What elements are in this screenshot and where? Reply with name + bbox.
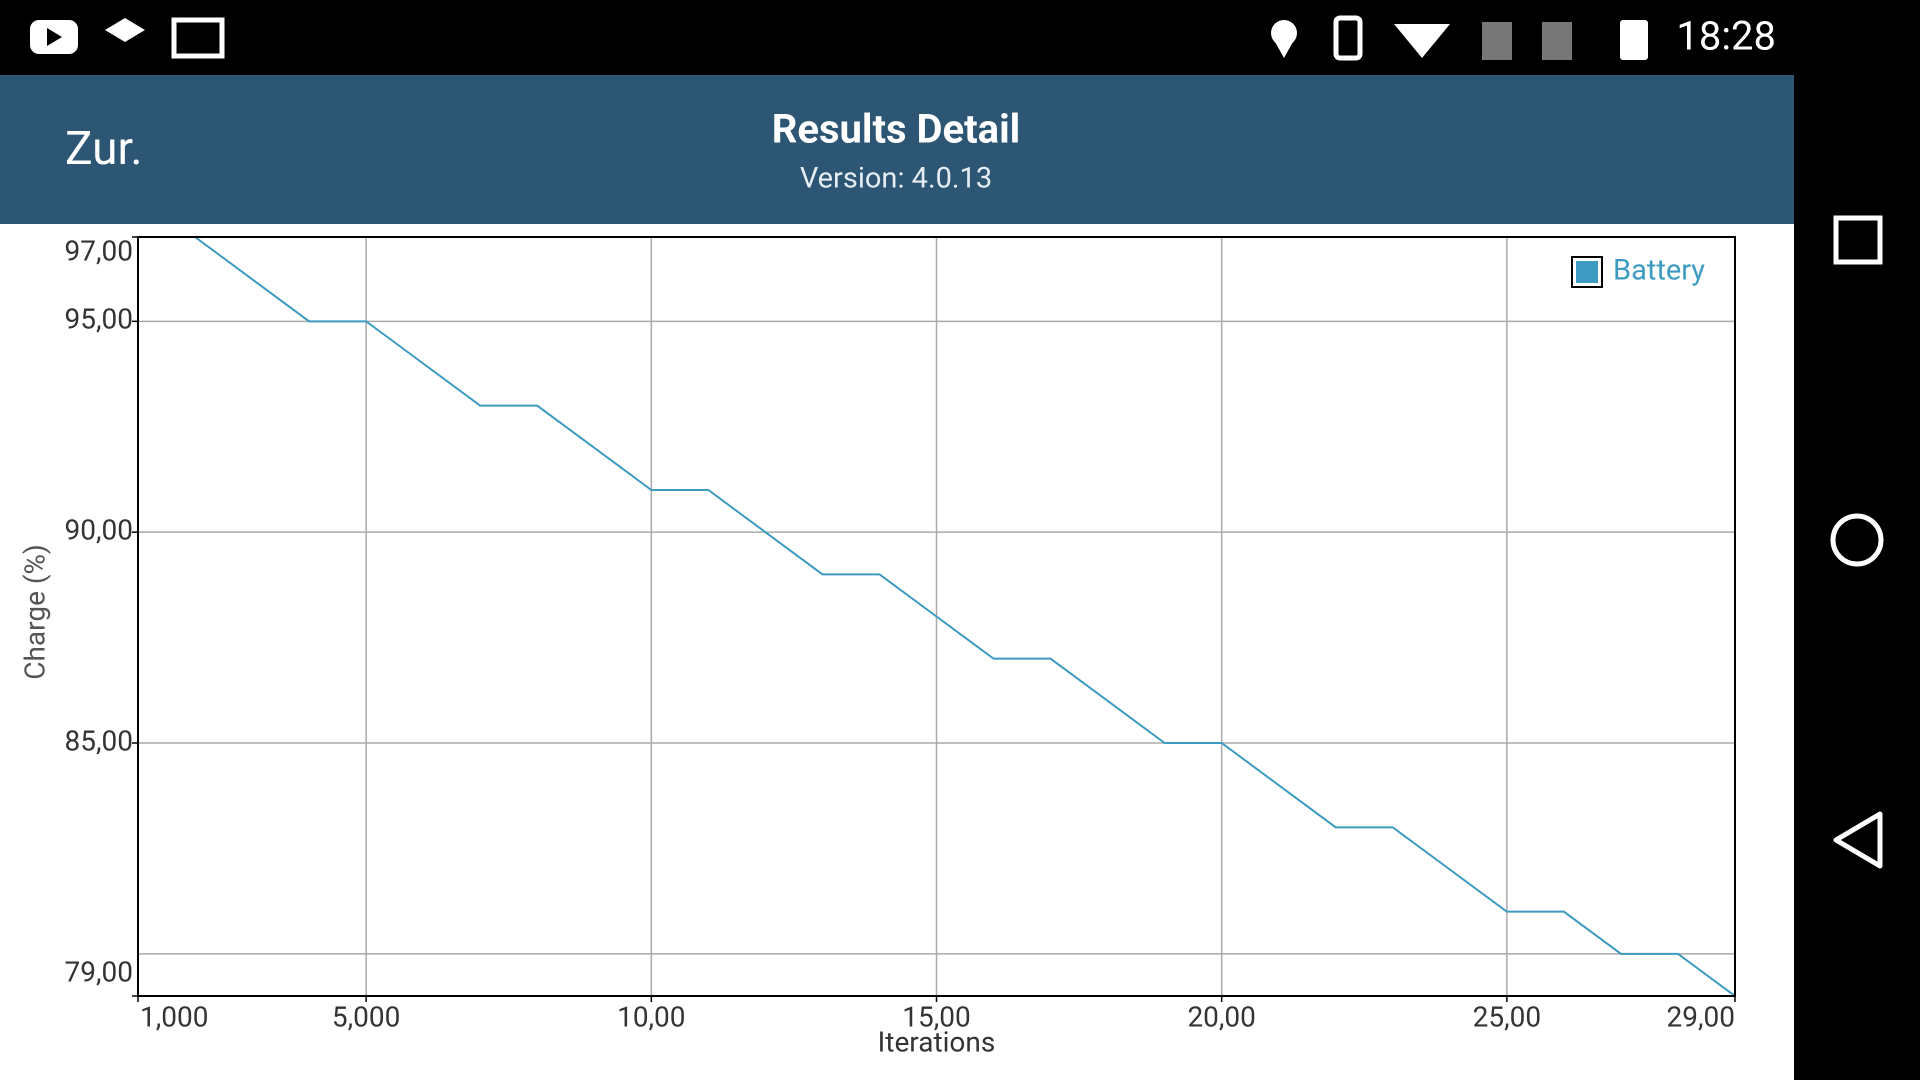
x-tick-label: 25,00 [1473,1000,1541,1033]
x-tick-label: 15,00 [902,1000,970,1033]
nav-bar [1794,0,1920,1080]
legend-label: Battery [1613,254,1705,288]
status-icons [30,15,1648,61]
y-tick-label: 85,00 [65,724,133,757]
dropbox-icon [105,18,145,42]
battery-icon [1620,20,1648,60]
legend-swatch-fill [1576,261,1598,283]
vibrate-icon [1333,15,1363,61]
chart: 97,00 95,00 90,00 85,00 79,001,000 5,000 10,00… [18,234,1736,1058]
y-tick-label: 79,00 [65,955,133,988]
x-tick-label: 29,00 [1667,1000,1735,1033]
gmail-icon [171,17,225,59]
x-axis-label: Iterations [878,1025,996,1058]
y-axis-label: Charge (%) [18,544,51,679]
plot-area [138,237,1735,996]
header-title: Results Detail [772,106,1021,153]
clock: 18:28 [1676,13,1776,60]
status-bar [0,0,1920,75]
back-button[interactable]: Zur. [65,122,142,176]
location-icon [1271,20,1297,46]
x-tick-label: 10,00 [617,1000,685,1033]
y-tick-label: 97,00 [65,234,133,267]
x-tick-label: 20,00 [1187,1000,1255,1033]
recents-button[interactable] [1833,215,1883,265]
plot-border [137,236,1736,997]
header-subtitle: Version: 4.0.13 [800,162,992,196]
wifi-icon [1394,24,1450,58]
sim-icon [1542,22,1572,60]
sim-icon [1482,22,1512,60]
app-header [0,75,1794,224]
y-tick-label: 90,00 [65,514,133,547]
x-tick-label: 5,000 [332,1000,400,1033]
home-button[interactable] [1830,513,1884,567]
data-line [138,237,1735,996]
location-pin [1274,40,1294,58]
back-nav-button[interactable] [1833,811,1883,869]
x-tick-label: 1,000 [140,1000,208,1033]
y-tick-label: 95,00 [65,303,133,336]
youtube-play [47,28,62,46]
